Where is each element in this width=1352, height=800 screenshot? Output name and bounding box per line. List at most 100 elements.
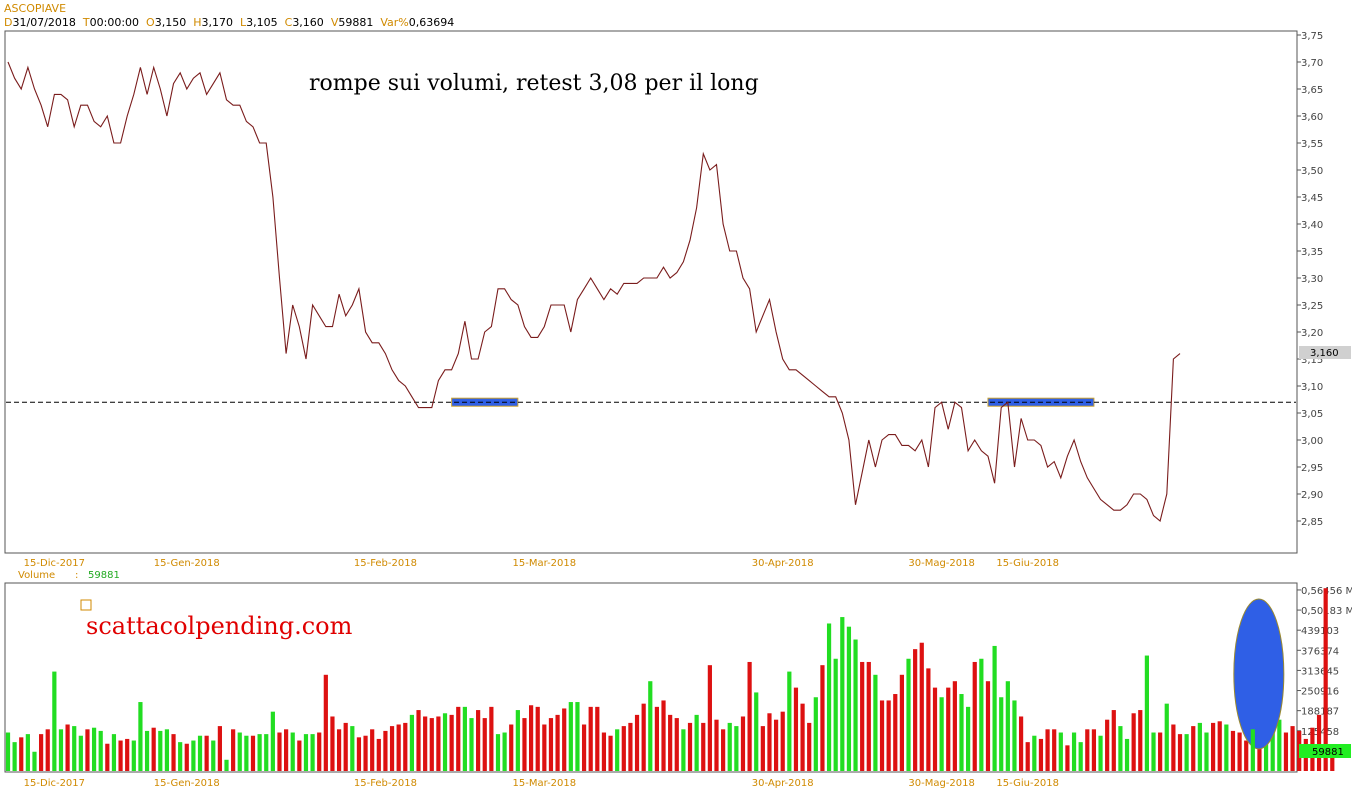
volume-bar (105, 743, 110, 771)
volume-bar (1091, 729, 1097, 771)
volume-bar (1277, 719, 1282, 771)
volume-bar (297, 740, 302, 771)
volume-bar (509, 724, 514, 771)
volume-bar (1250, 729, 1255, 771)
volume-bar (634, 714, 640, 771)
volume-x-tick-label: 15-Giu-2018 (996, 778, 1059, 789)
price-x-tick-label: 15-Dic-2017 (24, 558, 85, 569)
volume-bar (158, 730, 163, 771)
volume-bar (535, 706, 540, 771)
volume-bar (694, 714, 699, 771)
volume-bar (515, 710, 520, 771)
volume-bar (932, 687, 938, 771)
volume-bar (343, 722, 348, 771)
volume-bar (939, 697, 944, 771)
volume-bar (873, 674, 878, 771)
volume-bar (1316, 714, 1322, 771)
volume-bar (813, 697, 818, 771)
volume-bar (754, 692, 759, 771)
volume-bar (151, 727, 156, 771)
volume-bar (336, 729, 342, 771)
volume-bar (396, 724, 401, 771)
volume-bar (926, 668, 931, 771)
volume-bar (1237, 732, 1242, 771)
volume-bar (1204, 732, 1209, 771)
price-tick-label: 2,85 (1301, 517, 1323, 528)
volume-bar (522, 718, 527, 771)
volume-bar (952, 681, 957, 771)
volume-bar (800, 703, 805, 771)
volume-x-tick-label: 30-Apr-2018 (752, 778, 814, 789)
volume-bar (244, 735, 249, 771)
volume-bar (1065, 745, 1070, 771)
volume-bar (1018, 716, 1024, 771)
volume-highlight-ellipse (1233, 598, 1285, 750)
volume-bar (1144, 655, 1149, 771)
volume-bar (840, 617, 845, 771)
volume-bar (45, 729, 50, 771)
volume-bar (1164, 703, 1169, 771)
volume-bar (674, 718, 679, 771)
info-value: 3,170 (201, 16, 233, 29)
volume-bar (979, 658, 984, 771)
price-tick-label: 3,75 (1301, 31, 1323, 42)
volume-bar (489, 706, 494, 771)
info-value: 0,63694 (408, 16, 455, 29)
volume-x-tick-label: 15-Mar-2018 (513, 778, 577, 789)
volume-bar (919, 642, 924, 771)
volume-bar (853, 639, 858, 771)
volume-bar (323, 674, 328, 771)
volume-bar (1052, 729, 1057, 771)
volume-bar (178, 742, 183, 771)
last-volume-tag-bg (1299, 744, 1351, 758)
volume-bar (555, 714, 560, 771)
volume-bar (376, 738, 381, 771)
volume-bar (264, 734, 269, 771)
volume-x-tick-label: 15-Dic-2017 (24, 778, 85, 789)
volume-bar (1270, 722, 1275, 771)
watermark-box-icon (80, 599, 92, 611)
volume-tick-label: 250916 (1301, 687, 1339, 698)
volume-bar (866, 661, 871, 771)
info-key: O (146, 16, 155, 29)
volume-bar (476, 710, 481, 771)
volume-tick-label: 188187 (1301, 707, 1339, 718)
price-tick-label: 3,05 (1301, 409, 1323, 420)
volume-bar (1290, 726, 1295, 771)
volume-x-tick-label: 15-Feb-2018 (354, 778, 417, 789)
volume-bar (1131, 713, 1136, 771)
volume-bar (237, 732, 242, 771)
volume-bar (913, 649, 918, 771)
volume-bar (628, 722, 633, 771)
volume-bar (5, 732, 11, 771)
volume-bar (1224, 724, 1229, 771)
volume-bar (747, 661, 752, 771)
volume-bar (568, 702, 573, 771)
price-tick-label: 3,50 (1301, 166, 1323, 177)
volume-bar (1105, 719, 1110, 771)
volume-bar (615, 729, 620, 771)
volume-bar (767, 713, 772, 771)
volume-bar (1005, 681, 1010, 771)
watermark-text: scattacolpending.com (86, 612, 353, 640)
info-value: 3,150 (154, 16, 187, 29)
volume-bar (469, 718, 474, 771)
volume-bar (52, 671, 57, 771)
volume-bar (111, 734, 117, 771)
last-price-tag: 3,160 (1310, 348, 1339, 359)
info-key: C (284, 16, 293, 29)
volume-bar (211, 740, 216, 771)
price-tick-label: 3,00 (1301, 436, 1323, 447)
volume-bar (118, 740, 123, 771)
volume-bar (383, 730, 388, 771)
volume-bar (701, 722, 706, 771)
volume-bar (303, 734, 309, 771)
volume-bar (250, 735, 256, 771)
volume-bar (1118, 726, 1123, 771)
volume-bar (807, 722, 812, 771)
volume-bar (1098, 735, 1103, 771)
volume-bar (1230, 730, 1236, 771)
volume-bar (98, 730, 103, 771)
volume-bar (370, 729, 375, 771)
